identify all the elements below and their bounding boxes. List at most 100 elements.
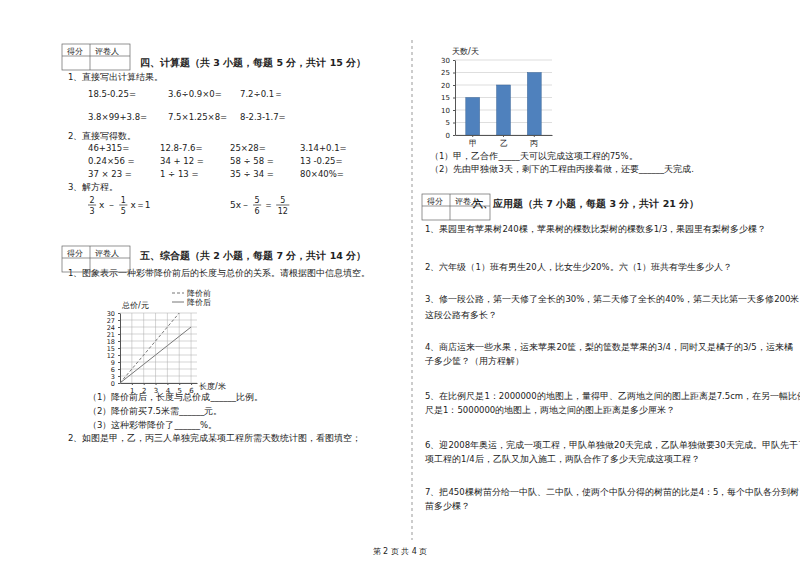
tick: 丙	[530, 135, 538, 148]
question-text: 3.14+0.1=	[300, 143, 347, 153]
tick-mark	[179, 383, 180, 385]
tick-label: 3	[111, 373, 115, 381]
page-canvas: 四、计算题（共 3 小题，每题 5 分，共计 15 分）1、直接写出计算结果。1…	[0, 0, 800, 565]
grader-label: 评卷人	[95, 249, 119, 258]
grid-line	[120, 355, 197, 356]
fraction-bar	[276, 205, 289, 206]
score-box: 得分评卷人	[62, 44, 130, 70]
tick-label: 20	[441, 82, 450, 90]
legend-swatch	[172, 302, 184, 303]
question-text: （2）先由甲独做3天，剩下的工程由丙接着做，还要______天完成.	[430, 164, 694, 174]
question-text: 13 -0.25=	[300, 156, 343, 166]
score-box-frame	[62, 246, 130, 272]
grid-line	[120, 348, 197, 349]
fraction-numerator: 5	[255, 196, 260, 205]
axis: 123456	[121, 383, 198, 395]
question-text: 5、在比例尺是1：2000000的地图上，量得甲、乙两地之间的图上距离是7.5c…	[425, 391, 800, 401]
grid-line	[455, 60, 552, 61]
axis-title: 总价/元	[121, 301, 149, 310]
tick: 乙	[500, 135, 508, 148]
question-text: 0.24×56 =	[88, 156, 135, 166]
score-box-rule	[62, 258, 130, 259]
tick-mark	[118, 355, 120, 356]
grid	[120, 313, 197, 383]
tick-label: 9	[111, 359, 115, 367]
grader-label: 评卷人	[455, 197, 479, 206]
tick-mark	[167, 383, 168, 385]
legend-label: 降价前	[187, 289, 211, 298]
score-box-rule	[422, 206, 490, 207]
question-text: 苗多少棵？	[425, 501, 470, 511]
axis: 036912151821242730	[107, 310, 121, 388]
equation-text: 5x－	[230, 200, 250, 210]
tick-mark	[472, 135, 473, 137]
tick: 1	[130, 383, 134, 395]
tick: 20	[441, 82, 455, 90]
tick: 5	[446, 119, 455, 127]
fraction-bar	[88, 205, 96, 206]
tick-mark	[118, 334, 120, 335]
tick-mark	[118, 376, 120, 377]
question-text: 8-2.3-1.7=	[240, 112, 286, 122]
fraction-denominator: 3	[90, 207, 95, 216]
tick: 2	[142, 383, 146, 395]
tick-label: 24	[107, 324, 115, 332]
question-text: 34 + 12 =	[160, 156, 204, 166]
line-chart: 123456036912151821242730总价/元长度/米降价前降价后	[107, 289, 226, 395]
question-text: 1、图象表示一种彩带降价前后的长度与总价的关系。请根据图中信息填空。	[68, 268, 370, 278]
grid-line	[120, 362, 197, 363]
tick-label: 甲	[469, 139, 477, 148]
tick-label: 0	[111, 380, 115, 388]
section-title: 五、综合题（共 2 小题，每题 7 分，共计 14 分）	[139, 250, 366, 261]
grid-line	[120, 327, 197, 328]
question-text: 18.5-0.25=	[88, 89, 136, 99]
tick: 30	[107, 310, 120, 318]
question-text: （2）降价前买7.5米需______元。	[88, 406, 222, 416]
grid-line	[120, 320, 197, 321]
tick: 30	[441, 57, 455, 65]
axis-line	[121, 383, 198, 384]
question-text: 35 ÷ 34 =	[230, 169, 274, 179]
question-text: 7.5×1.25×8=	[168, 112, 227, 122]
tick-mark	[191, 383, 192, 385]
section-title: 四、计算题（共 3 小题，每题 5 分，共计 15 分）	[140, 57, 366, 68]
section: 六、应用题（共 7 小题，每题 3 分，共计 21 分）1、果园里有苹果树240…	[425, 198, 800, 511]
data-line	[120, 313, 179, 383]
tick-label: 30	[107, 310, 115, 318]
grid-line	[120, 383, 197, 384]
axis-title: 天数/天	[452, 47, 479, 56]
grid	[455, 60, 552, 135]
data-line	[120, 327, 191, 383]
tick-mark	[503, 135, 504, 137]
score-label: 得分	[427, 197, 443, 206]
grid-line	[155, 313, 156, 383]
score-label: 得分	[67, 249, 83, 258]
question-text: 3.8×99+3.8=	[88, 112, 147, 122]
tick-mark	[118, 320, 120, 321]
tick-mark	[132, 383, 133, 385]
question-text: 1、果园里有苹果树240棵，苹果树的棵数比梨树的棵数多1/3，果园里有梨树多少棵…	[425, 224, 766, 234]
question-text: 58 ÷ 58 =	[230, 156, 274, 166]
legend-label: 降价后	[187, 298, 211, 307]
tick-mark	[118, 362, 120, 363]
tick-label: 15	[441, 94, 450, 102]
bar	[527, 73, 541, 136]
question-text: 46+315=	[88, 143, 129, 153]
score-box-frame	[62, 44, 130, 70]
page: 四、计算题（共 3 小题，每题 5 分，共计 15 分）1、直接写出计算结果。1…	[0, 0, 800, 565]
tick-mark	[453, 98, 455, 99]
bar-chart: 051015202530甲乙丙天数/天	[441, 47, 552, 148]
fraction-denominator: 6	[255, 207, 260, 216]
fraction-denominator: 12	[278, 207, 288, 216]
tick-mark	[453, 135, 455, 136]
grid-line	[179, 313, 180, 383]
tick: 3	[154, 383, 158, 395]
grid-line	[120, 334, 197, 335]
score-box-rule	[450, 194, 451, 220]
question-text: 1 ÷ 13 =	[160, 169, 199, 179]
tick-mark	[453, 85, 455, 86]
grader-label: 评卷人	[95, 47, 119, 56]
tick: 24	[107, 324, 120, 332]
axis-line	[120, 314, 121, 384]
tick-mark	[144, 383, 145, 385]
